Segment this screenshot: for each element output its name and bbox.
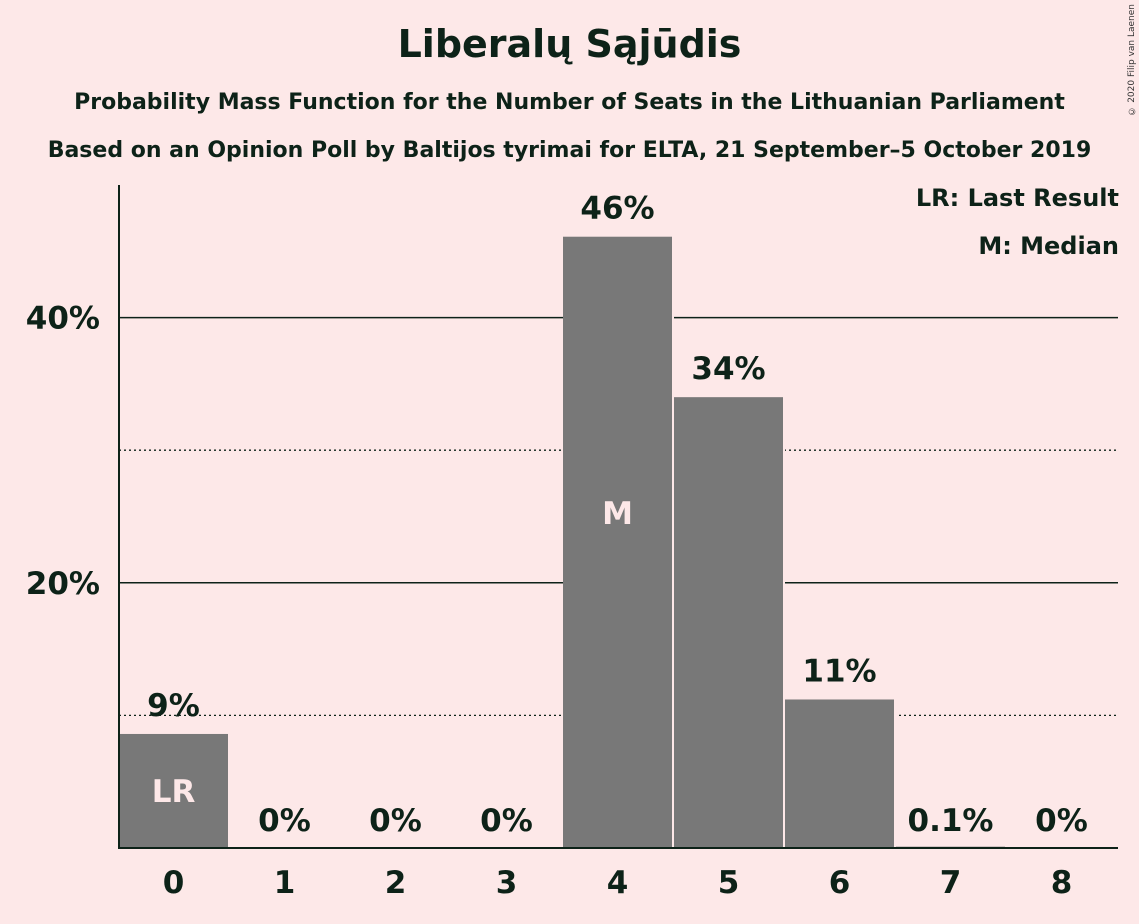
bar [785, 699, 894, 848]
bar [674, 397, 783, 848]
bar [563, 236, 672, 849]
x-tick-label: 1 [274, 865, 296, 901]
chart-subtitle-source: Based on an Opinion Poll by Baltijos tyr… [47, 138, 1092, 163]
data-label: 0.1% [908, 803, 994, 839]
legend-median: M: Median [978, 232, 1119, 260]
x-tick-label: 8 [1051, 865, 1073, 901]
data-label: 9% [147, 688, 200, 724]
y-tick-label: 20% [26, 566, 100, 602]
data-label: 0% [1035, 803, 1088, 839]
median-marker: M [602, 496, 633, 532]
data-label: 34% [691, 351, 765, 387]
x-tick-label: 5 [718, 865, 740, 901]
data-label: 11% [802, 653, 876, 689]
x-tick-label: 6 [829, 865, 851, 901]
legend-last-result: LR: Last Result [915, 184, 1119, 212]
chart-subtitle: Probability Mass Function for the Number… [74, 90, 1065, 115]
data-label: 0% [369, 803, 422, 839]
data-label: 0% [480, 803, 533, 839]
x-tick-label: 7 [940, 865, 962, 901]
last-result-marker: LR [152, 774, 196, 810]
data-label: 46% [580, 191, 654, 227]
x-tick-label: 0 [163, 865, 185, 901]
x-tick-label: 2 [385, 865, 407, 901]
y-tick-label: 40% [26, 301, 100, 337]
x-tick-label: 3 [496, 865, 518, 901]
x-tick-label: 4 [607, 865, 629, 901]
bar [119, 733, 228, 848]
data-label: 0% [258, 803, 311, 839]
chart-title: Liberalų Sąjūdis [397, 22, 742, 66]
